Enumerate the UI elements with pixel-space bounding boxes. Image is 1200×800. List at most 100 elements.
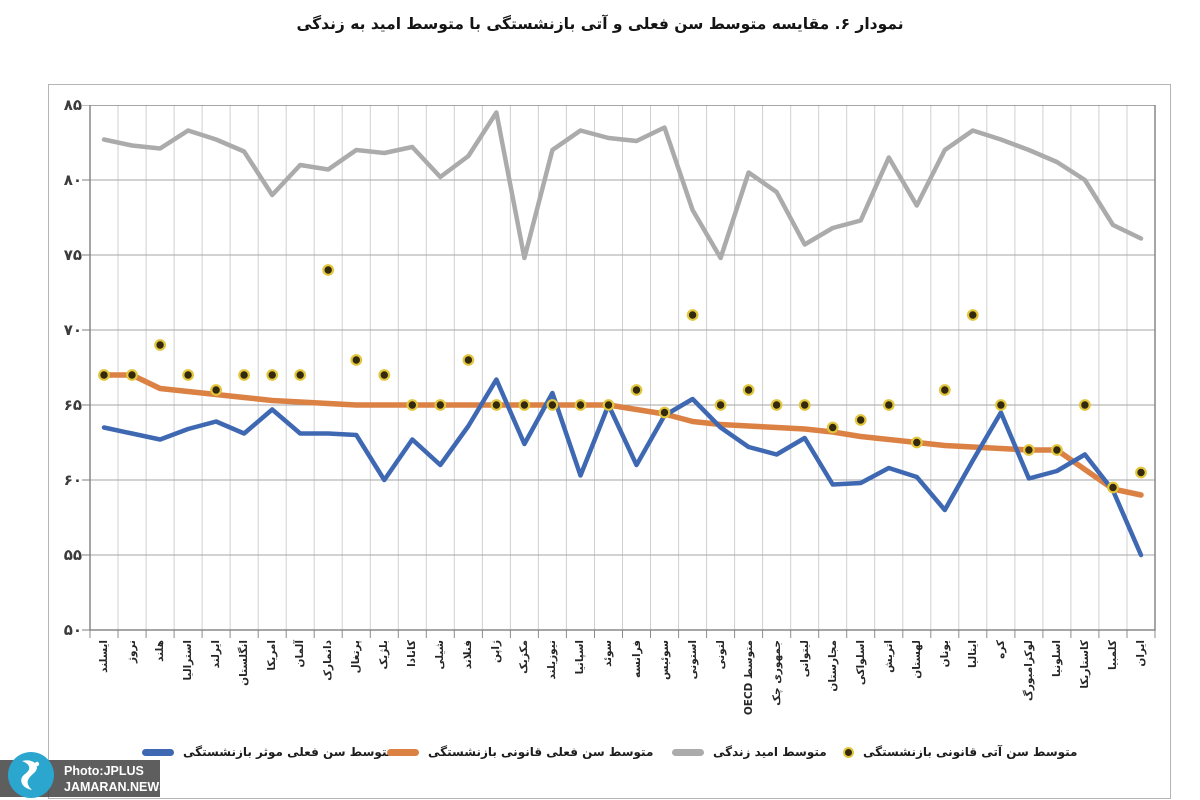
future-age-dot (714, 399, 727, 411)
x-category-label: کلمبیا (1106, 640, 1119, 670)
vertical-gridlines (117, 105, 1128, 630)
y-tick-label: ۶۰ (63, 471, 82, 489)
series-current-legal-retirement-age (101, 372, 1144, 498)
x-category-label: لوکزامبورگ (1022, 640, 1035, 701)
x-category-label: نیوزیلند (546, 640, 559, 680)
future-age-dot (1023, 444, 1035, 456)
future-age-dot (378, 369, 391, 381)
y-tick-label: ۶۵ (63, 396, 82, 414)
x-category-label: نروژ (126, 640, 139, 664)
x-category-label: ایرلند (210, 640, 223, 669)
x-category-label: پرتغال (350, 640, 363, 674)
future-age-dot (658, 406, 671, 419)
legend-dot-marker-icon (843, 746, 854, 758)
x-category-label: لیتوانی (798, 640, 811, 678)
legend-label: متوسط امید زندگی (713, 745, 827, 759)
legend-item-2: متوسط امید زندگی (672, 742, 827, 762)
y-tick-label: ۷۵ (63, 246, 82, 264)
horizontal-gridlines (82, 105, 1155, 631)
future-age-dot (154, 339, 166, 351)
future-age-dot (826, 421, 839, 434)
future-age-dot (574, 399, 587, 411)
future-age-dot (126, 369, 138, 381)
y-tick-label: ۷۰ (63, 321, 82, 339)
x-category-label: کاستاریکا (1078, 640, 1091, 689)
x-category-label: مجارستان (826, 640, 839, 692)
x-category-label: لتونی (714, 640, 727, 670)
x-category-label: سوئد (602, 640, 615, 667)
x-category-label: سوئیس (658, 640, 671, 680)
future-age-dot (995, 399, 1007, 411)
future-age-dot (938, 384, 951, 396)
future-age-dot (462, 354, 475, 366)
chart-title: نمودار ۶. مقایسه متوسط سن فعلی و آتی باز… (296, 15, 904, 33)
x-category-label: آلمان (294, 640, 307, 668)
future-age-dot (798, 399, 811, 411)
legend-label: متوسط سن فعلی موثر بازنشستگی (183, 745, 395, 759)
x-category-label: امریکا (266, 640, 279, 671)
x-category-label: استونی (686, 640, 699, 680)
future-age-dot (350, 354, 363, 366)
future-age-dot (322, 264, 335, 276)
future-age-dot (406, 399, 419, 411)
future-age-dot (210, 384, 222, 396)
future-age-dot (1135, 466, 1147, 479)
x-category-label: ایران (1134, 640, 1147, 667)
x-category-label: اسلونیا (1050, 640, 1063, 677)
x-category-label: ایتالیا (966, 640, 979, 668)
series-effective-retirement-age (101, 377, 1144, 558)
future-age-dot (266, 369, 279, 381)
x-axis-tick-marks (89, 630, 1156, 638)
legend-item-1: متوسط سن فعلی قانونی بازنشستگی (387, 742, 653, 762)
x-category-label: مکزیک (518, 640, 531, 674)
y-tick-label: ۸۰ (63, 171, 82, 189)
x-category-label: فنلاند (462, 640, 475, 670)
x-category-label: یونان (938, 640, 951, 668)
future-age-dot (882, 399, 895, 411)
jamaran-bird-logo-icon (8, 752, 54, 798)
legend-label: متوسط سن فعلی قانونی بازنشستگی (428, 745, 654, 759)
future-age-dot (966, 309, 979, 321)
x-category-label: دانمارک (322, 640, 335, 681)
future-age-dot (1051, 444, 1063, 456)
x-category-label: ژاپن (490, 640, 503, 664)
chart-outer-border (48, 84, 1171, 799)
x-category-label: کره (994, 640, 1007, 659)
x-category-label: اسلواکی (854, 640, 867, 686)
x-category-label: ایسلند (98, 640, 110, 673)
y-tick-label: ۵۵ (63, 546, 82, 564)
legend-item-3: متوسط سن آتی قانونی بازنشستگی (843, 742, 1077, 762)
series-future-legal-retirement-age-dots (98, 264, 1147, 494)
future-age-dot (490, 399, 503, 411)
x-category-label: اسپانیا (574, 640, 587, 675)
watermark-photo-credit: Photo:JPLUS (64, 763, 144, 778)
legend-item-0: متوسط سن فعلی موثر بازنشستگی (142, 742, 394, 762)
future-age-dot (770, 399, 783, 411)
x-category-label: کانادا (406, 640, 419, 667)
future-age-dot (182, 369, 194, 381)
x-category-label: استرالیا (182, 640, 195, 681)
plot-area (82, 105, 1156, 638)
x-category-label: انگلستان (238, 640, 251, 686)
future-age-dot (518, 399, 531, 411)
x-category-label: لهستان (910, 640, 923, 679)
x-category-label: شیلی (434, 640, 447, 670)
future-age-dot (294, 369, 307, 381)
y-tick-label: ۸۵ (63, 96, 82, 114)
watermark-site-name: JAMARAN.NEWS (64, 779, 168, 794)
x-category-label: هلند (154, 640, 167, 662)
future-age-dot (98, 369, 110, 381)
future-age-dot (238, 369, 251, 381)
future-age-dot (546, 399, 559, 411)
legend-line-swatch-icon (672, 748, 704, 756)
x-category-label: بلژیک (378, 640, 391, 670)
future-age-dot (854, 414, 867, 426)
plot-frame (89, 105, 1156, 631)
legend-line-swatch-icon (142, 748, 174, 756)
x-category-label: جمهوری چک (770, 640, 783, 706)
y-tick-label: ۵۰ (63, 621, 82, 639)
future-age-dot (686, 309, 699, 321)
future-age-dot (602, 399, 615, 411)
legend-line-swatch-icon (387, 748, 419, 756)
